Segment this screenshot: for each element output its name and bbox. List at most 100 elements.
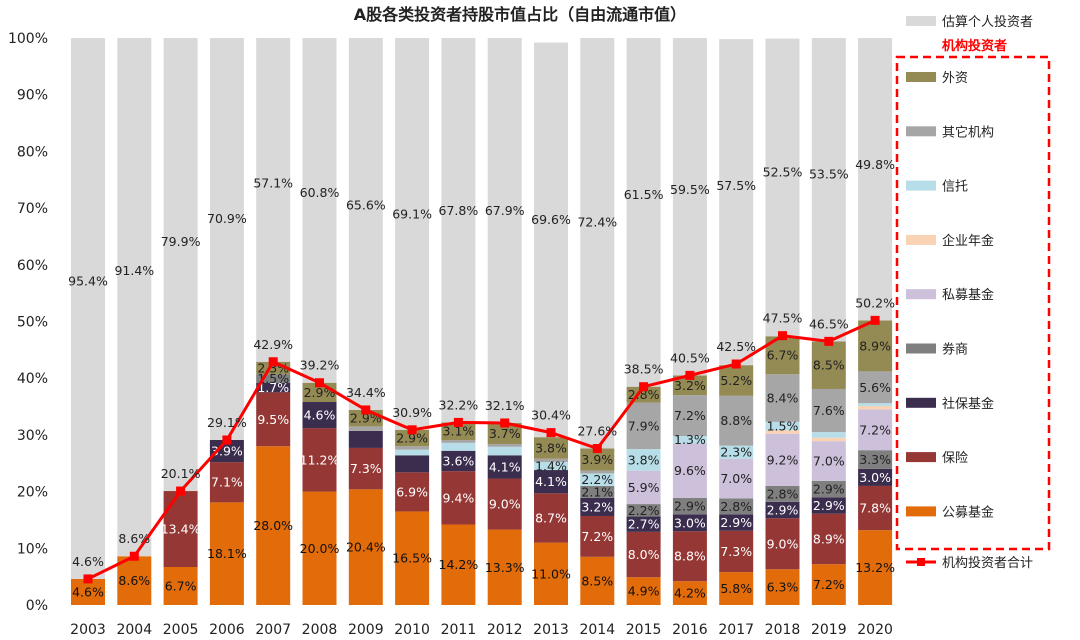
bar-segment: [534, 458, 568, 463]
bar-value-label: 3.0%: [674, 515, 706, 530]
bar-segment: [811, 480, 846, 498]
bar-value-label: 28.0%: [253, 518, 293, 533]
bar-value-label: 8.5%: [813, 358, 845, 373]
bar-segment: [163, 38, 198, 492]
bar-segment: [348, 489, 383, 605]
bar-value-label: 2.9%: [767, 503, 799, 518]
bar-segment: [580, 515, 615, 557]
bar-value-label: 1.4%: [535, 459, 567, 474]
bar-value-label: 7.0%: [813, 453, 845, 468]
line-marker: [870, 315, 880, 325]
x-tick-label: 2014: [579, 622, 615, 638]
legend-label: 企业年金: [942, 233, 994, 249]
legend-swatch: [906, 289, 936, 300]
bar-value-label: 9.4%: [443, 490, 475, 505]
bar-segment: [626, 516, 661, 532]
bar-segment: [811, 432, 846, 438]
bar-value-label: 1.5%: [767, 419, 799, 434]
bar-segment: [441, 442, 476, 451]
bar-segment: [302, 491, 337, 605]
line-value-label: 8.6%: [118, 531, 150, 546]
bar-value-label: 3.9%: [581, 452, 613, 467]
legend-label: 估算个人投资者: [942, 14, 1033, 30]
bar-segment: [811, 497, 846, 514]
x-tick-label: 2005: [163, 622, 199, 638]
line-value-label: 39.2%: [300, 358, 340, 373]
bar-segment: [487, 529, 522, 605]
bar-segment: [811, 437, 846, 442]
bar-value-label: 69.6%: [531, 212, 571, 227]
line-value-label: 4.6%: [72, 554, 104, 569]
bar-segment: [302, 402, 337, 429]
line-value-label: 42.9%: [253, 337, 293, 352]
bar-segment: [348, 426, 383, 431]
bar-value-label: 6.7%: [165, 579, 197, 594]
bar-value-label: 7.1%: [211, 475, 243, 490]
bar-segment: [765, 569, 800, 605]
bar-value-label: 16.5%: [392, 551, 432, 566]
bar-value-label: 8.5%: [581, 573, 613, 588]
x-tick-label: 2017: [718, 622, 754, 638]
bar-value-label: 8.0%: [628, 547, 660, 562]
y-tick-label: 100%: [8, 31, 48, 47]
y-tick-label: 40%: [17, 371, 48, 387]
y-tick-label: 70%: [17, 201, 48, 217]
bar-segment: [765, 38, 800, 337]
line-value-label: 42.5%: [716, 339, 756, 354]
bar-segment: [858, 320, 893, 372]
legend-swatch: [906, 126, 936, 137]
x-tick-label: 2009: [348, 622, 384, 638]
legend-label: 其它机构: [942, 124, 994, 140]
bar-value-label: 4.2%: [674, 586, 706, 601]
bar-segment: [765, 501, 800, 519]
line-marker: [778, 331, 787, 341]
x-tick-label: 2011: [441, 622, 477, 638]
line-value-label: 40.5%: [670, 350, 710, 365]
bar-value-label: 59.5%: [670, 182, 710, 197]
bar-value-label: 3.2%: [581, 499, 613, 514]
bar-segment: [765, 518, 800, 570]
y-tick-label: 20%: [17, 485, 48, 501]
bar-segment: [765, 485, 800, 502]
bar-segment: [719, 395, 754, 446]
legend-swatch: [906, 16, 936, 26]
bar-segment: [209, 502, 244, 605]
bar-segment: [487, 478, 522, 530]
bar-value-label: 9.0%: [489, 497, 521, 512]
bar-segment: [534, 493, 568, 543]
bar-segment: [534, 437, 568, 459]
bar-segment: [811, 564, 846, 605]
bar-segment: [580, 470, 615, 474]
legend-label: 公募基金: [942, 504, 994, 520]
bar-value-label: 3.1%: [443, 424, 475, 439]
line-marker: [222, 435, 232, 445]
bar-segment: [765, 433, 800, 486]
line-marker: [453, 417, 463, 427]
x-tick-label: 2006: [209, 622, 245, 638]
bar-segment: [395, 446, 430, 450]
bar-segment: [441, 422, 476, 441]
bar-value-label: 4.1%: [535, 474, 567, 489]
x-tick-label: 2010: [394, 622, 430, 638]
line-marker: [83, 574, 93, 584]
legend-swatch: [906, 234, 936, 245]
bar-segment: [858, 403, 893, 406]
legend-line-marker: [917, 558, 925, 566]
y-tick-label: 30%: [17, 428, 48, 444]
legend-swatch: [906, 343, 936, 354]
bar-segment: [672, 38, 707, 376]
legend-swatch: [906, 180, 936, 191]
bar-segment: [672, 395, 707, 437]
bar-segment: [858, 38, 893, 321]
bar-segment: [348, 430, 383, 448]
bar-value-label: 14.2%: [439, 557, 479, 572]
x-tick-label: 2019: [811, 622, 847, 638]
bar-value-label: 3.3%: [859, 452, 891, 467]
bar-segment: [765, 374, 800, 422]
bar-value-label: 67.9%: [485, 203, 525, 218]
line-value-label: 20.1%: [161, 466, 201, 481]
bar-value-label: 3.6%: [443, 453, 475, 468]
x-tick-label: 2015: [626, 622, 662, 638]
bar-segment: [626, 577, 661, 605]
